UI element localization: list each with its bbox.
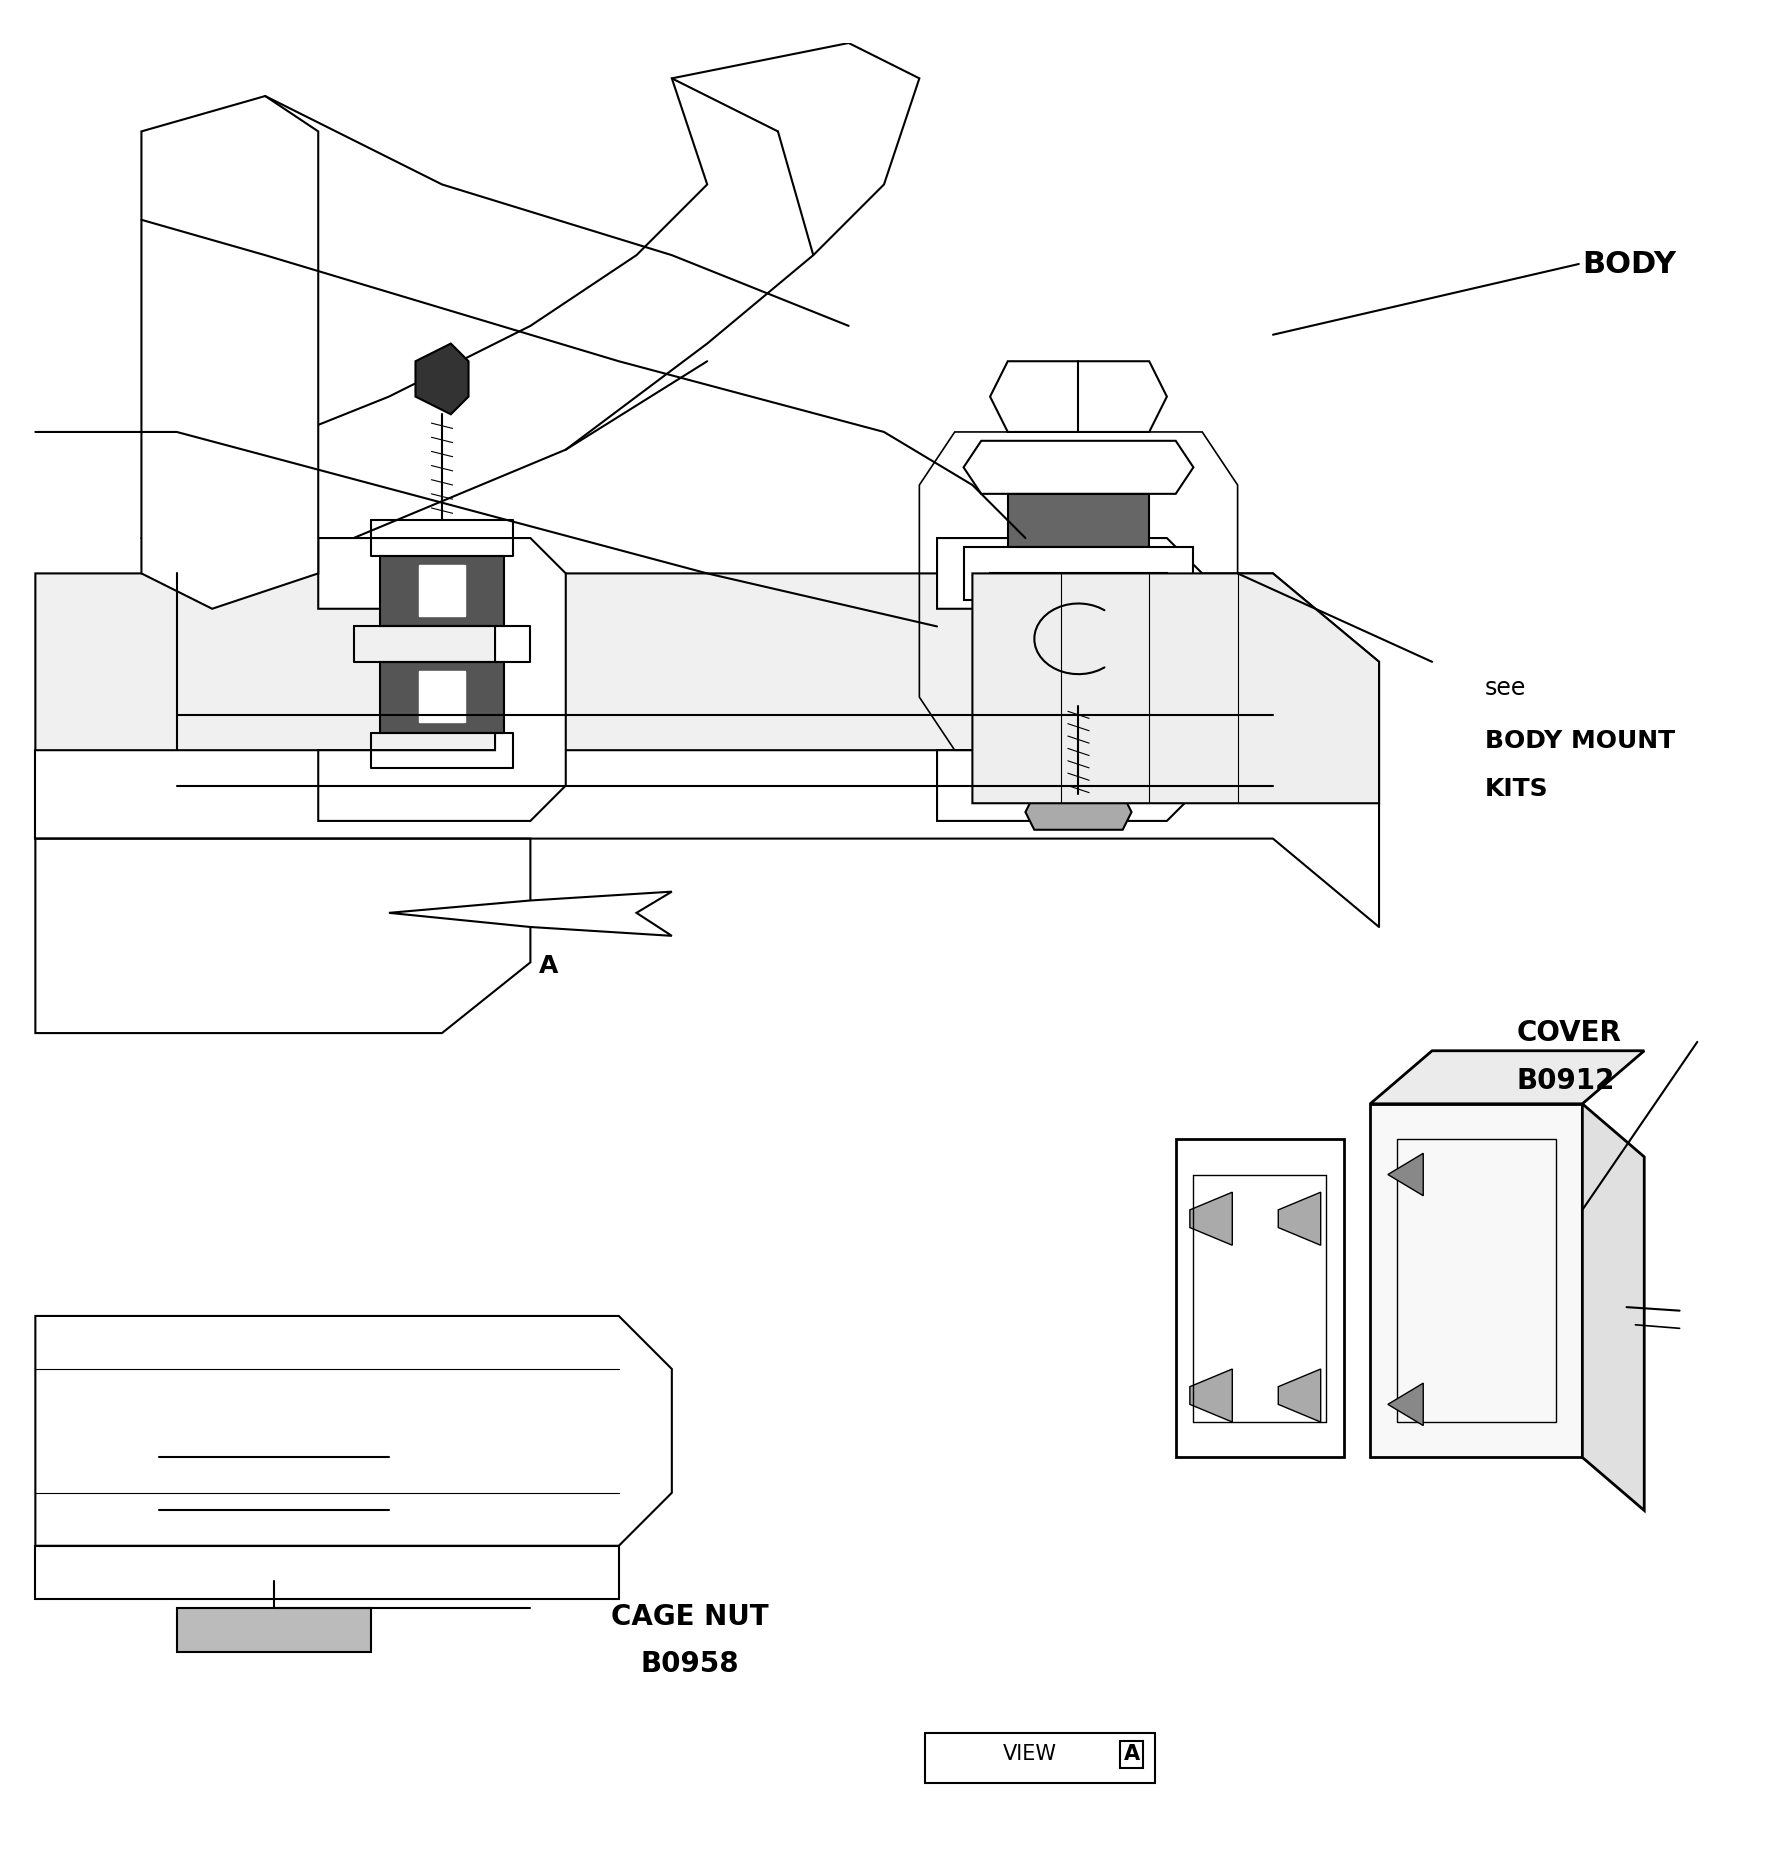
Text: COVER: COVER (1517, 1020, 1621, 1048)
Polygon shape (212, 1333, 336, 1368)
Polygon shape (990, 601, 1167, 679)
Text: B0912: B0912 (1517, 1066, 1616, 1096)
Polygon shape (1176, 1138, 1344, 1457)
Polygon shape (1190, 1192, 1232, 1246)
Polygon shape (380, 556, 504, 627)
Polygon shape (1034, 604, 1123, 675)
Polygon shape (141, 43, 919, 573)
Polygon shape (937, 538, 1202, 821)
Text: A: A (539, 955, 557, 977)
Polygon shape (972, 573, 1379, 803)
Polygon shape (1582, 1103, 1644, 1511)
Text: KITS: KITS (1485, 777, 1549, 801)
Polygon shape (1190, 1368, 1232, 1422)
Polygon shape (1388, 1153, 1423, 1196)
Polygon shape (35, 573, 1379, 803)
Polygon shape (999, 679, 1158, 706)
Text: VIEW: VIEW (1002, 1745, 1057, 1765)
Polygon shape (1370, 1103, 1582, 1457)
Polygon shape (389, 892, 672, 936)
Text: BODY MOUNT: BODY MOUNT (1485, 729, 1676, 753)
Polygon shape (1278, 1368, 1321, 1422)
Text: BODY: BODY (1582, 250, 1676, 278)
Polygon shape (964, 441, 1193, 493)
Polygon shape (1025, 794, 1132, 831)
Text: B0958: B0958 (640, 1650, 739, 1678)
Ellipse shape (1052, 684, 1105, 703)
Polygon shape (990, 362, 1167, 432)
Polygon shape (35, 1316, 672, 1546)
Polygon shape (964, 547, 1193, 601)
Polygon shape (1278, 1192, 1321, 1246)
FancyBboxPatch shape (925, 1733, 1155, 1784)
Text: see: see (1485, 677, 1526, 701)
Polygon shape (177, 1607, 371, 1652)
Polygon shape (35, 838, 530, 1033)
Polygon shape (230, 1467, 318, 1502)
Polygon shape (1008, 493, 1149, 547)
Polygon shape (1370, 1051, 1644, 1103)
Polygon shape (318, 538, 566, 821)
Polygon shape (415, 343, 469, 413)
Circle shape (253, 1329, 295, 1372)
Polygon shape (35, 1546, 619, 1598)
Polygon shape (419, 671, 465, 721)
Polygon shape (141, 1387, 407, 1581)
Polygon shape (380, 662, 504, 732)
Polygon shape (419, 565, 465, 616)
Text: CAGE NUT: CAGE NUT (610, 1602, 769, 1630)
Polygon shape (141, 96, 318, 608)
Polygon shape (1388, 1383, 1423, 1426)
Text: A: A (1123, 1745, 1140, 1765)
